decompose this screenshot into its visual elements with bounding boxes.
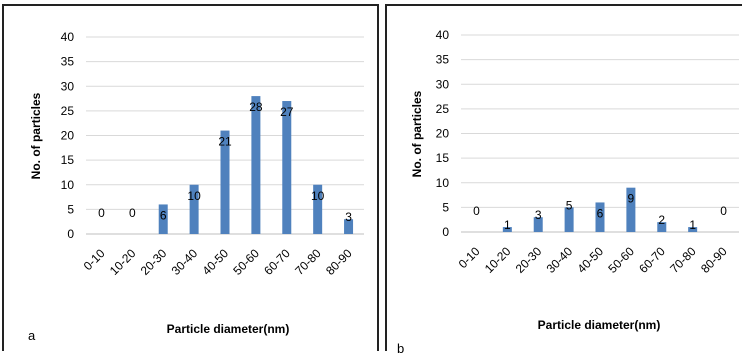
data-label-b-70-80: 1 [689, 218, 696, 232]
bar-b-10-20 [502, 227, 512, 232]
x-tick-label-b-80-90: 80-90 [698, 244, 730, 276]
data-label-b-30-40: 5 [566, 198, 573, 212]
x-tick-label-a-30-40: 30-40 [169, 246, 201, 278]
data-label-a-10-20: 0 [129, 206, 136, 220]
x-tick-label-a-20-30: 20-30 [138, 246, 170, 278]
bar-a-40-50 [220, 130, 230, 234]
x-tick-label-a-50-60: 50-60 [230, 246, 262, 278]
bar-a-70-80 [313, 184, 323, 234]
y-tick-label-a-7: 35 [61, 55, 75, 69]
y-axis-title-b: No. of particles [410, 90, 424, 177]
y-tick-label-a-5: 25 [61, 104, 75, 118]
y-tick-label-b-5: 25 [436, 102, 450, 116]
y-tick-label-b-3: 15 [436, 151, 450, 165]
x-tick-label-a-80-90: 80-90 [323, 246, 355, 278]
y-tick-label-b-0: 0 [442, 225, 449, 239]
panel-label-b: b [397, 341, 405, 356]
data-label-a-80-90: 3 [345, 210, 352, 224]
x-tick-label-a-10-20: 10-20 [107, 246, 139, 278]
bar-b-60-70 [657, 222, 667, 232]
bar-chart-a: 0 5 10 15 20 25 30 35 40 0 0-10 0 10-20 6 20-30 10 30-40… [29, 30, 364, 336]
data-label-a-60-70: 27 [280, 105, 294, 119]
y-tick-label-a-6: 30 [61, 79, 75, 93]
bar-a-20-30 [158, 204, 168, 234]
bar-a-60-70 [282, 101, 292, 235]
y-tick-label-a-3: 15 [61, 153, 75, 167]
data-label-b-40-50: 6 [597, 206, 604, 220]
bar-b-40-50 [595, 202, 605, 232]
bar-chart-b: 051015202530354000-10110-20320-30530-406… [410, 28, 739, 332]
data-label-b-80-90: 0 [720, 204, 727, 218]
panel-label-a: a [28, 328, 36, 343]
bar-b-50-60 [626, 187, 636, 232]
y-tick-label-a-2: 10 [61, 178, 75, 192]
y-tick-label-a-0: 0 [67, 227, 74, 241]
x-tick-label-b-20-30: 20-30 [513, 244, 545, 276]
x-tick-label-b-30-40: 30-40 [544, 244, 576, 276]
y-tick-label-b-4: 20 [436, 127, 450, 141]
y-tick-label-b-2: 10 [436, 176, 450, 190]
x-tick-label-a-70-80: 70-80 [292, 246, 324, 278]
x-tick-label-b-10-20: 10-20 [482, 244, 514, 276]
y-tick-label-b-8: 40 [436, 28, 450, 42]
y-tick-label-a-4: 20 [61, 129, 75, 143]
data-label-a-20-30: 6 [160, 208, 167, 222]
data-label-b-50-60: 9 [628, 192, 635, 206]
bar-a-30-40 [189, 184, 199, 234]
bar-a-50-60 [251, 96, 261, 234]
data-label-a-50-60: 28 [249, 100, 263, 114]
x-tick-label-b-0-10: 0-10 [456, 244, 483, 271]
y-tick-label-a-1: 5 [67, 202, 74, 216]
x-tick-label-b-60-70: 60-70 [636, 244, 668, 276]
y-tick-label-b-6: 30 [436, 77, 450, 91]
bar-b-70-80 [688, 227, 698, 232]
data-label-a-30-40: 10 [187, 189, 201, 203]
y-tick-label-b-1: 5 [442, 200, 449, 214]
bar-a-80-90 [344, 219, 354, 234]
x-tick-label-b-40-50: 40-50 [575, 244, 607, 276]
data-label-a-70-80: 10 [311, 189, 325, 203]
y-tick-label-a-8: 40 [61, 30, 75, 44]
x-axis-title-a: Particle diameter(nm) [167, 322, 290, 336]
data-label-b-10-20: 1 [504, 218, 511, 232]
x-tick-label-b-50-60: 50-60 [605, 244, 637, 276]
data-label-a-0-10: 0 [98, 206, 105, 220]
x-tick-label-b-70-80: 70-80 [667, 244, 699, 276]
x-axis-title-b: Particle diameter(nm) [538, 318, 661, 332]
chart-panel-a: 0 5 10 15 20 25 30 35 40 0 0-10 0 10-20 6 20-30 10 30-40… [2, 4, 379, 351]
chart-panel-b: 0 5 10 15 20 25 30 35 40 0 0-10 1 10-20 3 20-30 5 30-40 6… [385, 4, 742, 356]
data-label-b-20-30: 3 [535, 208, 542, 222]
y-axis-title-a: No. of particles [29, 92, 43, 179]
x-tick-label-a-40-50: 40-50 [200, 246, 232, 278]
bar-b-20-30 [533, 217, 543, 232]
data-label-b-60-70: 2 [658, 213, 665, 227]
y-tick-label-b-7: 35 [436, 53, 450, 67]
x-tick-label-a-0-10: 0-10 [81, 246, 108, 273]
bar-b-30-40 [564, 207, 574, 232]
data-label-a-40-50: 21 [218, 135, 232, 149]
x-tick-label-a-60-70: 60-70 [261, 246, 293, 278]
data-label-b-0-10: 0 [473, 204, 480, 218]
